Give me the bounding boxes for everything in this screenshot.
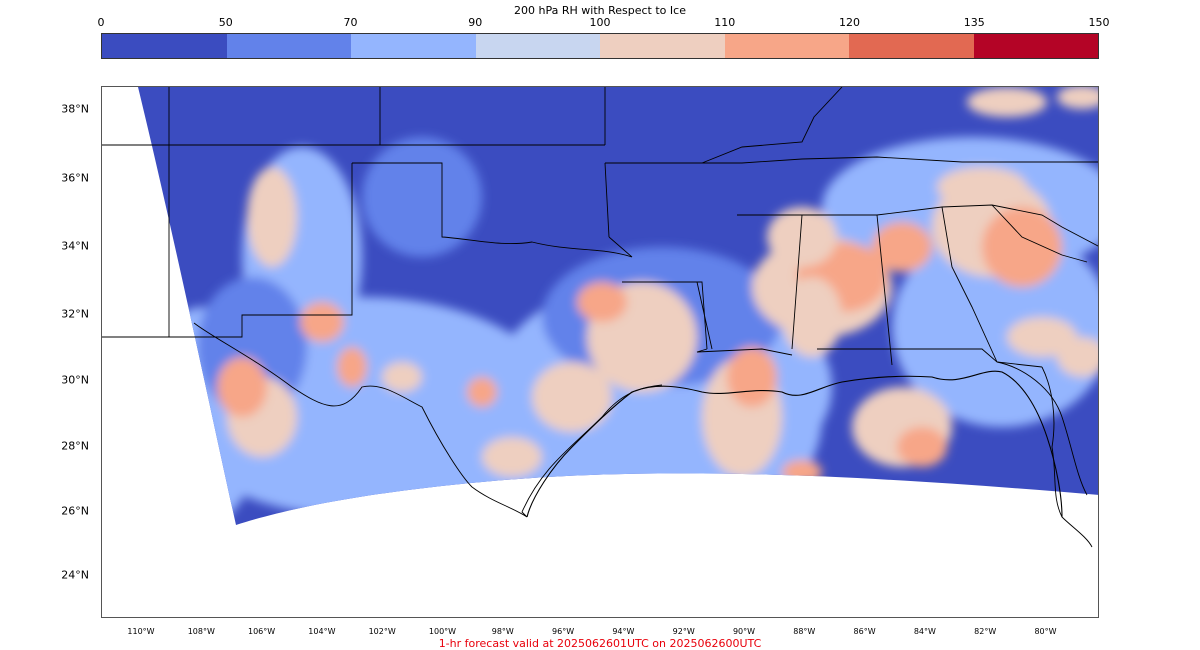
colorbar-tick-label: 0 bbox=[97, 16, 105, 29]
longitude-label: 92°W bbox=[672, 627, 695, 636]
colorbar-segment bbox=[475, 34, 600, 58]
longitude-label: 86°W bbox=[853, 627, 876, 636]
humidity-patch bbox=[967, 87, 1047, 117]
humidity-patch bbox=[727, 347, 777, 407]
colorbar-tick-label: 70 bbox=[343, 16, 358, 29]
humidity-patch bbox=[937, 167, 1027, 207]
longitude-label: 88°W bbox=[793, 627, 816, 636]
colorbar-tick-label: 150 bbox=[1088, 16, 1110, 29]
longitude-label: 96°W bbox=[552, 627, 575, 636]
humidity-patch bbox=[782, 277, 842, 357]
longitude-label: 90°W bbox=[732, 627, 756, 636]
longitude-label: 98°W bbox=[491, 627, 514, 636]
forecast-caption: 1-hr forecast valid at 2025062601UTC on … bbox=[438, 637, 762, 650]
colorbar-segment bbox=[973, 34, 1098, 58]
humidity-patch bbox=[1057, 87, 1098, 109]
latitude-label: 30°N bbox=[61, 373, 89, 387]
longitude-label: 104°W bbox=[308, 627, 336, 636]
humidity-patch bbox=[767, 207, 837, 267]
humidity-patch bbox=[897, 427, 947, 467]
latitude-label: 24°N bbox=[61, 568, 89, 582]
coastline bbox=[526, 370, 1063, 518]
humidity-patch bbox=[382, 362, 422, 392]
longitude-label: 80°W bbox=[1034, 627, 1057, 636]
colorbar-tick-label: 135 bbox=[963, 16, 985, 29]
longitude-label: 82°W bbox=[974, 627, 997, 636]
humidity-patch bbox=[892, 227, 1098, 427]
longitude-label: 102°W bbox=[368, 627, 396, 636]
colorbar bbox=[101, 33, 1099, 59]
colorbar-tick-label: 90 bbox=[468, 16, 483, 29]
latitude-label: 34°N bbox=[61, 239, 89, 253]
state-boundaries bbox=[102, 87, 1098, 548]
latitude-label: 38°N bbox=[61, 102, 89, 116]
humidity-patch bbox=[532, 362, 612, 432]
colorbar-segment bbox=[226, 34, 351, 58]
humidity-patch bbox=[362, 137, 482, 257]
longitude-label: 100°W bbox=[428, 627, 457, 636]
humidity-patch bbox=[1007, 317, 1077, 357]
latitude-label: 32°N bbox=[61, 307, 89, 321]
longitude-label: 106°W bbox=[248, 627, 276, 636]
colorbar-segment bbox=[600, 34, 725, 58]
humidity-patch bbox=[247, 167, 297, 267]
humidity-patch bbox=[337, 347, 367, 387]
longitude-label: 84°W bbox=[913, 627, 936, 636]
colorbar-segment bbox=[849, 34, 974, 58]
colorbar-tick-label: 120 bbox=[839, 16, 860, 29]
latitude-label: 26°N bbox=[61, 504, 89, 518]
humidity-patch bbox=[217, 357, 267, 417]
rh-field-map bbox=[102, 87, 1098, 548]
colorbar-title: 200 hPa RH with Respect to Ice bbox=[514, 4, 686, 17]
latitude-label: 28°N bbox=[61, 439, 89, 453]
colorbar-segment bbox=[351, 34, 476, 58]
colorbar-segment bbox=[102, 34, 227, 58]
humidity-patch bbox=[482, 437, 542, 477]
longitude-label: 110°W bbox=[127, 627, 155, 636]
longitude-label: 108°W bbox=[187, 627, 215, 636]
colorbar-tick-label: 100 bbox=[589, 16, 611, 29]
humidity-patch bbox=[982, 207, 1062, 287]
map-panel bbox=[101, 86, 1099, 618]
colorbar-tick-label: 50 bbox=[218, 16, 233, 29]
humidity-patch bbox=[872, 222, 932, 272]
latitude-label: 36°N bbox=[61, 171, 89, 185]
humidity-patch bbox=[1057, 337, 1098, 377]
colorbar-segment bbox=[724, 34, 849, 58]
longitude-label: 94°W bbox=[612, 627, 635, 636]
humidity-patch bbox=[467, 377, 497, 407]
humidity-patch bbox=[782, 460, 822, 484]
humidity-patch bbox=[300, 302, 344, 342]
colorbar-tick-label: 110 bbox=[714, 16, 736, 29]
humidity-patch bbox=[577, 282, 627, 322]
